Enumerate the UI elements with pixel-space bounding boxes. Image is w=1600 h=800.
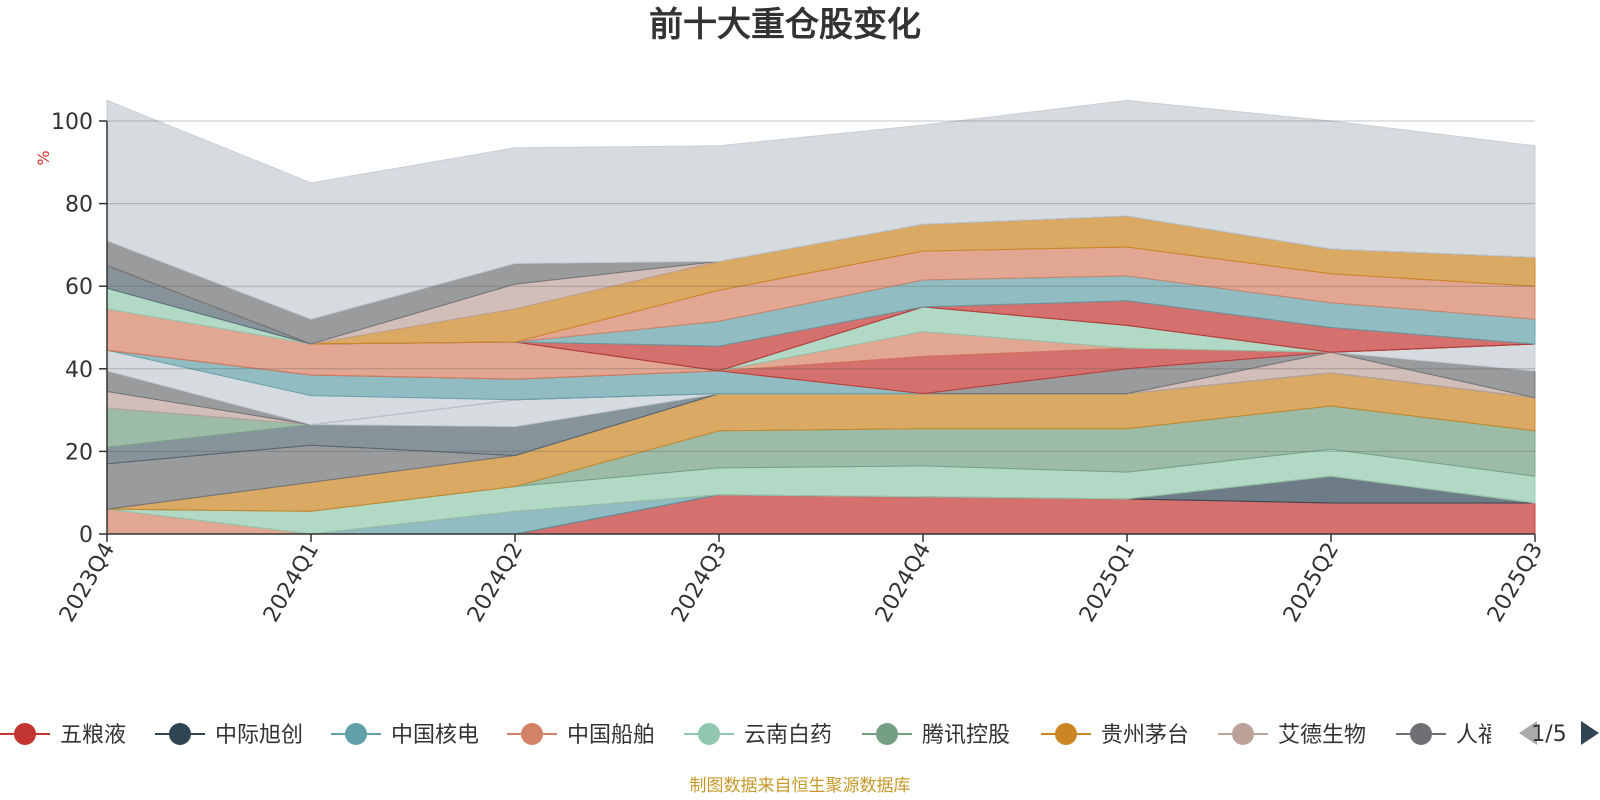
legend-marker	[169, 723, 191, 745]
y-axis-unit: %	[34, 150, 53, 165]
legend-marker	[1055, 723, 1077, 745]
legend-marker	[1410, 723, 1432, 745]
legend-next-icon[interactable]	[1581, 721, 1599, 745]
legend-item[interactable]: 腾讯控股	[862, 723, 1010, 748]
x-tick-label: 2024Q3	[667, 539, 732, 627]
y-tick-label: 80	[65, 193, 93, 218]
legend-marker	[521, 723, 543, 745]
legend-label: 中际旭创	[215, 723, 303, 748]
legend-item[interactable]: 贵州茅台	[1041, 723, 1189, 748]
legend-item[interactable]: 中际旭创	[155, 723, 303, 748]
x-tick-label: 2024Q2	[463, 539, 528, 627]
legend-label: 云南白药	[744, 723, 832, 748]
legend-item[interactable]: 人福医药	[1396, 723, 1544, 748]
x-tick-label: 2024Q4	[871, 539, 936, 627]
x-tick-label: 2024Q1	[259, 539, 324, 627]
x-tick-label: 2025Q2	[1279, 539, 1344, 627]
legend-pager: 1/5	[1519, 721, 1599, 747]
legend-marker	[14, 723, 36, 745]
y-tick-label: 100	[51, 110, 93, 135]
legend-label: 人福医药	[1456, 723, 1544, 748]
legend-marker	[1232, 723, 1254, 745]
x-tick-label: 2025Q3	[1483, 539, 1548, 627]
legend-marker	[345, 723, 367, 745]
x-tick-label: 2023Q4	[55, 539, 120, 627]
legend-item[interactable]: 五粮液	[0, 723, 126, 748]
legend-label: 五粮液	[60, 723, 126, 748]
y-tick-label: 20	[65, 440, 93, 465]
legend-prev-icon[interactable]	[1519, 721, 1537, 745]
plot-area	[106, 99, 1536, 535]
chart-title: 前十大重仓股变化	[649, 5, 921, 45]
legend-label: 中国核电	[391, 723, 479, 748]
legend-label: 艾德生物	[1278, 723, 1366, 748]
y-tick-label: 40	[65, 358, 93, 383]
y-tick-label: 0	[79, 523, 93, 548]
legend-marker	[698, 723, 720, 745]
legend-page-indicator: 1/5	[1531, 722, 1566, 747]
legend-marker	[876, 723, 898, 745]
legend-item[interactable]: 艾德生物	[1218, 723, 1366, 748]
x-tick-label: 2025Q1	[1075, 539, 1140, 627]
legend-item[interactable]: 中国核电	[331, 723, 479, 748]
grid-lines	[107, 120, 1535, 452]
area-series-26	[106, 99, 1536, 320]
legend-item[interactable]: 云南白药	[684, 723, 832, 748]
legend-item[interactable]: 中国船舶	[507, 723, 655, 748]
y-tick-label: 60	[65, 275, 93, 300]
legend-label: 中国船舶	[567, 723, 655, 748]
legend: 五粮液 中际旭创 中国核电 中国船舶 云南白药 腾讯控股 贵州茅台 艾德生物 人福医药	[0, 723, 1544, 748]
legend-label: 腾讯控股	[922, 723, 1010, 748]
legend-label: 贵州茅台	[1101, 723, 1189, 748]
source-note: 制图数据来自恒生聚源数据库	[690, 776, 911, 796]
